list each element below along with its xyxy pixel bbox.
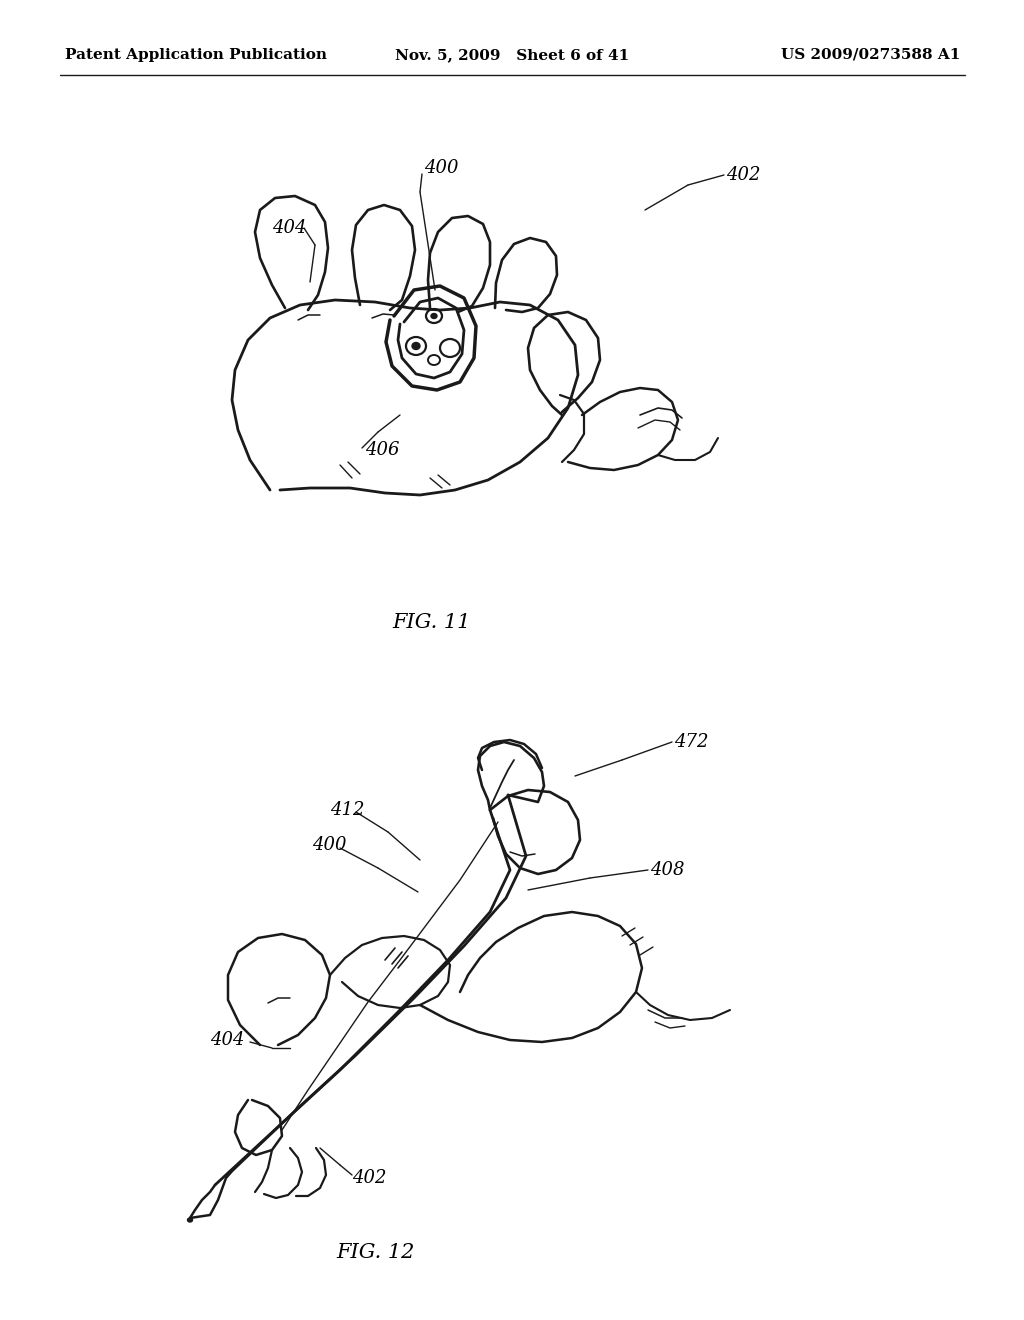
Text: FIG. 11: FIG. 11 — [393, 612, 471, 631]
Text: Patent Application Publication: Patent Application Publication — [65, 48, 327, 62]
Text: 404: 404 — [272, 219, 306, 238]
Text: 404: 404 — [210, 1031, 245, 1049]
Text: FIG. 12: FIG. 12 — [336, 1242, 414, 1262]
Ellipse shape — [187, 1218, 193, 1222]
Ellipse shape — [412, 342, 420, 350]
Text: 400: 400 — [312, 836, 346, 854]
Text: 408: 408 — [650, 861, 684, 879]
Text: 472: 472 — [674, 733, 709, 751]
Text: 402: 402 — [726, 166, 761, 183]
Ellipse shape — [431, 314, 437, 318]
Text: 402: 402 — [352, 1170, 386, 1187]
Text: 400: 400 — [424, 158, 459, 177]
Text: Nov. 5, 2009   Sheet 6 of 41: Nov. 5, 2009 Sheet 6 of 41 — [395, 48, 629, 62]
Text: 406: 406 — [365, 441, 399, 459]
Text: US 2009/0273588 A1: US 2009/0273588 A1 — [780, 48, 961, 62]
Text: 412: 412 — [330, 801, 365, 818]
